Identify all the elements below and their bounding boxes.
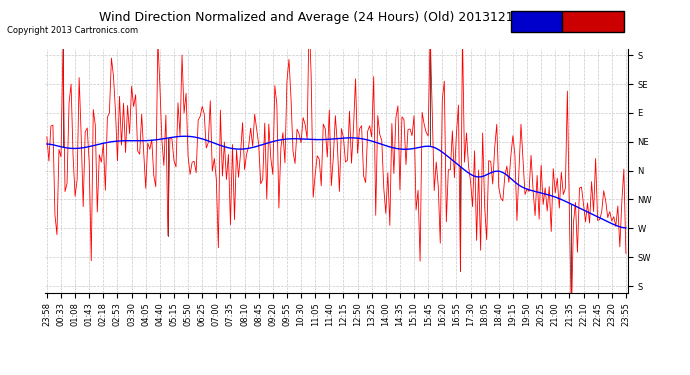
Text: Direction: Direction [570,17,617,26]
Text: Wind Direction Normalized and Average (24 Hours) (Old) 20131214: Wind Direction Normalized and Average (2… [99,11,522,24]
Text: Median: Median [518,17,555,26]
Text: Copyright 2013 Cartronics.com: Copyright 2013 Cartronics.com [7,26,138,35]
